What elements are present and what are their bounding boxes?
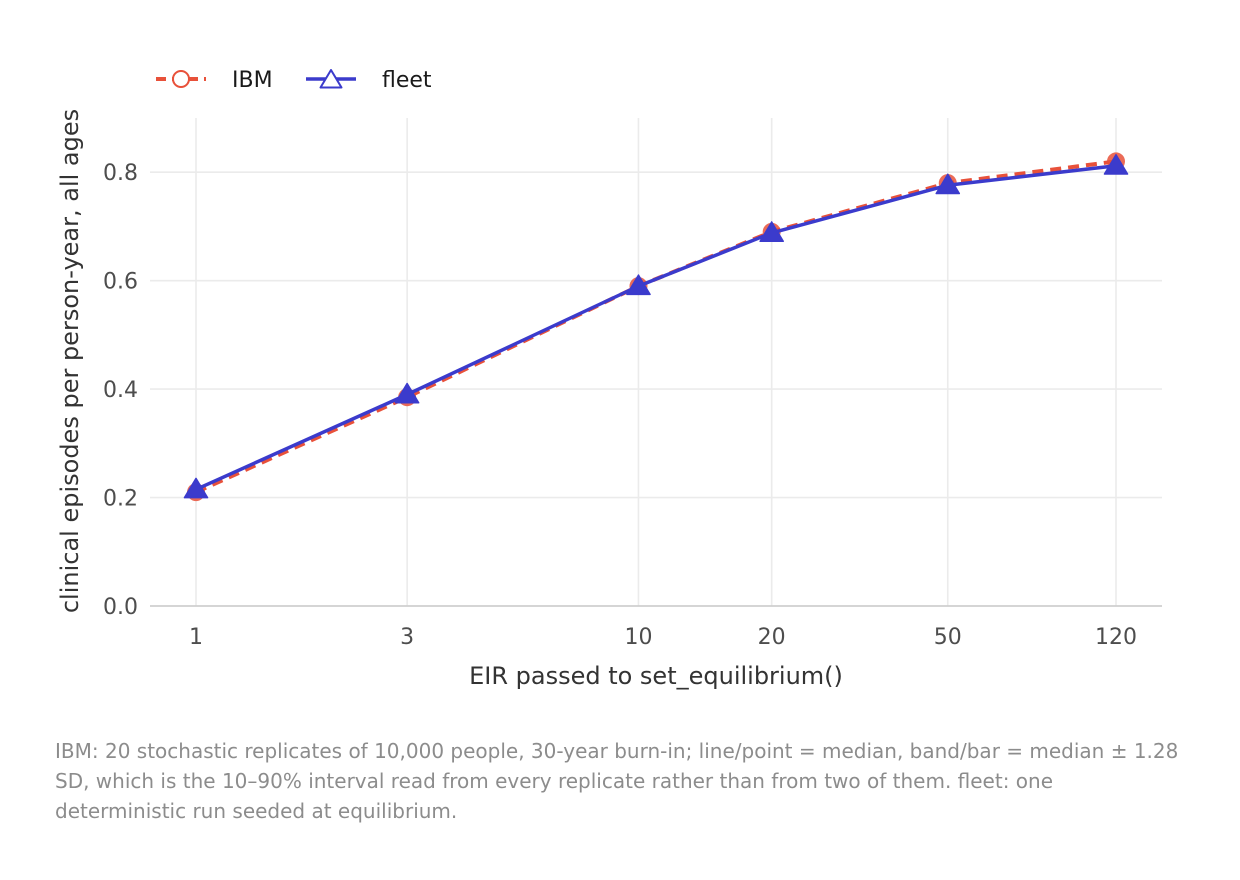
gridlines <box>150 118 1162 606</box>
y-tick-label: 0.2 <box>103 487 138 512</box>
series-fleet <box>183 153 1129 499</box>
legend-triangle-icon <box>319 69 343 89</box>
data-point-fleet <box>394 382 420 404</box>
data-point-fleet <box>759 221 784 242</box>
x-tick-label: 1 <box>189 625 203 650</box>
x-tick-label: 3 <box>400 625 414 650</box>
figure-caption: IBM: 20 stochastic replicates of 10,000 … <box>55 739 1179 823</box>
legend: IBM fleet <box>156 68 432 93</box>
tick-labels: 0.0 0.2 0.4 0.6 0.8 1 3 10 20 50 120 <box>103 161 1137 650</box>
series-ibm <box>187 152 1125 502</box>
series-line-ibm <box>195 159 1117 494</box>
legend-label-fleet: fleet <box>382 68 432 93</box>
data-point-fleet <box>183 477 209 499</box>
y-tick-label: 0.4 <box>103 378 138 403</box>
series-line-fleet <box>195 163 1117 492</box>
x-tick-label: 50 <box>934 625 962 650</box>
y-tick-label: 0.8 <box>103 161 138 186</box>
legend-circle-icon <box>172 70 190 88</box>
y-axis-title: clinical episodes per person-year, all a… <box>56 109 84 613</box>
data-point-fleet <box>935 173 961 195</box>
legend-label-ibm: IBM <box>232 68 273 93</box>
series-layer <box>183 152 1129 502</box>
y-tick-label: 0.6 <box>103 270 138 295</box>
y-tick-label: 0.0 <box>103 595 138 620</box>
x-tick-label: 20 <box>758 625 786 650</box>
x-tick-label: 120 <box>1095 625 1137 650</box>
x-axis-title: EIR passed to set_equilibrium() <box>469 662 843 690</box>
x-tick-label: 10 <box>624 625 652 650</box>
legend-key-fleet <box>306 69 356 89</box>
data-point-fleet <box>626 274 651 296</box>
legend-key-ibm <box>156 70 206 88</box>
line-chart: 0.0 0.2 0.4 0.6 0.8 1 3 10 20 50 120 IBM fleet EIR … <box>56 68 1162 690</box>
data-point-fleet <box>1103 153 1129 175</box>
